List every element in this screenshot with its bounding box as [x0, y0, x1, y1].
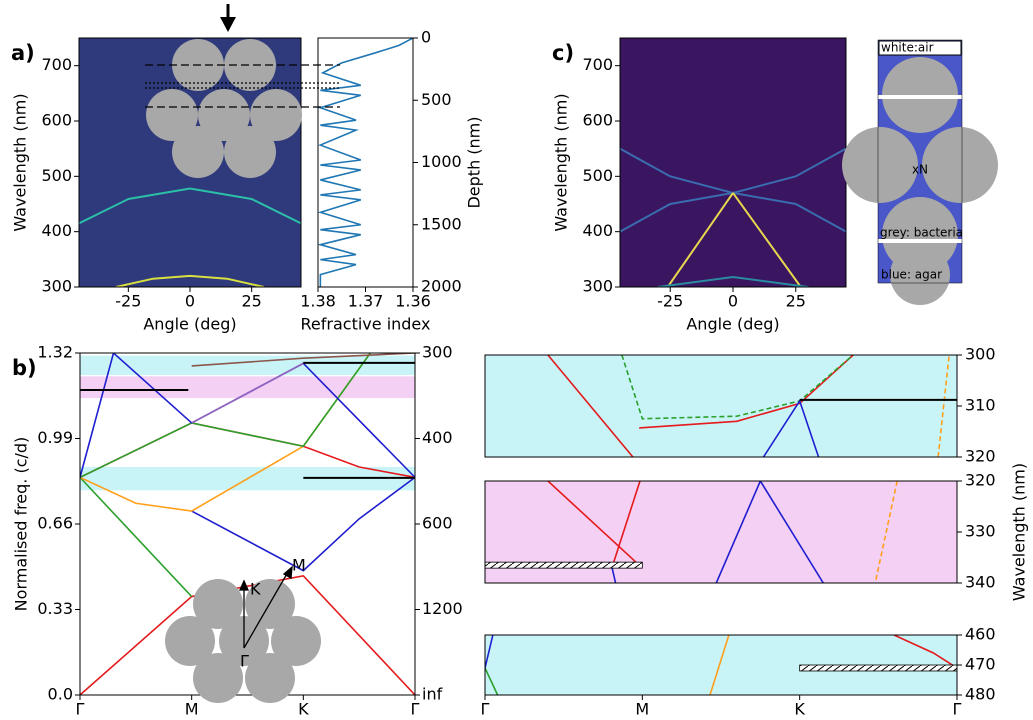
incidence-arrow — [220, 4, 236, 32]
y-tick-label: 2000 — [421, 277, 462, 296]
y-tick-label: 0.99 — [37, 428, 73, 447]
y-tick-label: 320 — [965, 447, 996, 466]
y-tick-label: 460 — [965, 625, 996, 644]
y-tick-label: 330 — [965, 522, 996, 541]
gap-band — [80, 376, 415, 398]
y-axis-label: Wavelength (nm) — [11, 93, 30, 231]
y-tick-label: 600 — [41, 111, 72, 130]
y-tick-label: 1.32 — [37, 343, 73, 362]
x-axis-label: Angle (deg) — [143, 315, 236, 334]
y-tick-label: 700 — [582, 55, 613, 74]
x-tick-label: -25 — [657, 292, 683, 311]
band-line — [320, 38, 413, 287]
x-tick-label: 25 — [786, 292, 806, 311]
x-axis-label: Refractive index — [301, 315, 431, 334]
x-axis-label: Angle (deg) — [686, 315, 779, 334]
y-axis-label: Wavelength (nm) — [1010, 463, 1029, 601]
y-tick-label: 300 — [41, 277, 72, 296]
y2-tick-label: 400 — [422, 428, 453, 447]
x-tick-label: K — [298, 700, 309, 719]
x-tick-label: Γ — [481, 700, 490, 719]
panel-label: a) — [11, 41, 35, 65]
figure: -25 0 25 300 400 500 600 700 Angle (deg) Waveleng… — [0, 0, 1033, 720]
y-tick-label: 400 — [582, 221, 613, 240]
plot-area — [485, 355, 957, 457]
inset-label: K — [250, 580, 261, 599]
y-tick-label: 0.0 — [48, 685, 73, 704]
x-tick-label: 0 — [185, 292, 195, 311]
panel-label: c) — [552, 41, 574, 65]
y-tick-label: 320 — [965, 471, 996, 490]
plot-background — [620, 38, 846, 287]
y-tick-label: 310 — [965, 396, 996, 415]
schematic-label: grey: bacteria — [880, 226, 963, 240]
y-tick-label: 0 — [421, 28, 431, 47]
y2-tick-label: 300 — [422, 343, 453, 362]
unit-cell-b — [165, 579, 321, 703]
plot-background — [485, 355, 957, 457]
y-tick-label: 500 — [41, 166, 72, 185]
y-axis-label: Normalised freq. (c/d) — [12, 437, 31, 612]
schematic-label: blue: agar — [881, 268, 942, 282]
y-tick-label: 300 — [965, 345, 996, 364]
plot-area — [620, 38, 846, 287]
y-tick-label: 340 — [965, 573, 996, 592]
mode-marker — [800, 665, 957, 671]
y-tick-label: 0.33 — [37, 599, 73, 618]
mode-marker — [485, 562, 642, 568]
y-tick-label: 700 — [41, 55, 72, 74]
x-tick-label: Γ — [76, 700, 85, 719]
y-tick-label: 1000 — [421, 152, 462, 171]
y-axis-label: Wavelength (nm) — [552, 93, 571, 231]
y2-tick-label: inf — [422, 685, 443, 704]
y-tick-label: 500 — [582, 166, 613, 185]
y-tick-label: 0.66 — [37, 514, 73, 533]
y-tick-label: 600 — [582, 111, 613, 130]
x-tick-label: 25 — [241, 292, 261, 311]
plot-area — [320, 38, 413, 287]
x-tick-label: K — [794, 700, 805, 719]
schematic-label: xN — [912, 163, 928, 177]
inset-label: Γ — [240, 652, 249, 671]
y-tick-label: 500 — [421, 90, 452, 109]
x-tick-label: 1.38 — [300, 292, 336, 311]
x-tick-label: M — [635, 700, 649, 719]
panel-label: b) — [12, 356, 37, 380]
gap-band — [80, 356, 415, 375]
x-tick-label: Γ — [411, 700, 420, 719]
y-tick-label: 400 — [41, 221, 72, 240]
x-tick-label: -25 — [115, 292, 141, 311]
plot-area — [485, 481, 957, 583]
schematic-label: white:air — [881, 41, 934, 55]
plot-area — [485, 635, 957, 695]
y-tick-label: 1500 — [421, 214, 462, 233]
y-tick-label: 470 — [965, 655, 996, 674]
y-tick-label: 300 — [582, 277, 613, 296]
x-tick-label: 1.37 — [348, 292, 384, 311]
band-line — [80, 477, 192, 596]
y-axis-label: Depth (nm) — [465, 116, 484, 208]
x-tick-label: Γ — [953, 700, 962, 719]
x-tick-label: M — [185, 700, 199, 719]
inset-label: M — [292, 556, 306, 575]
y2-tick-label: 1200 — [422, 599, 463, 618]
y-tick-label: 480 — [965, 685, 996, 704]
y2-tick-label: 600 — [422, 514, 453, 533]
x-tick-label: 0 — [728, 292, 738, 311]
